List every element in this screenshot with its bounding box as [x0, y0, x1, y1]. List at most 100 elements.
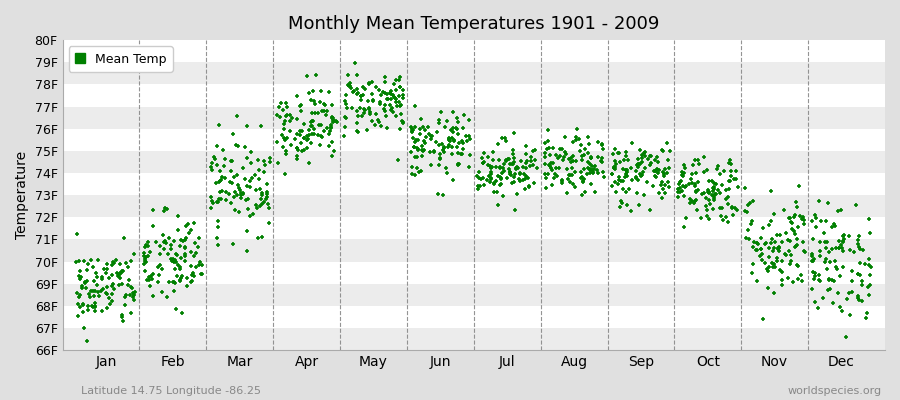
- Point: [577, 176, 591, 182]
- Point: [570, 126, 584, 132]
- Point: [252, 167, 266, 173]
- Point: [635, 169, 650, 176]
- Point: [853, 246, 868, 252]
- Point: [417, 138, 431, 144]
- Point: [146, 223, 160, 230]
- Point: [692, 160, 706, 167]
- Point: [790, 224, 805, 230]
- Point: [393, 102, 408, 108]
- Point: [167, 280, 182, 287]
- Point: [502, 156, 517, 163]
- Point: [481, 162, 495, 168]
- Point: [835, 264, 850, 270]
- Point: [251, 157, 266, 164]
- Point: [112, 273, 126, 279]
- Point: [364, 118, 379, 124]
- Point: [545, 144, 560, 151]
- Point: [325, 114, 339, 120]
- Point: [314, 133, 328, 139]
- Point: [621, 157, 635, 164]
- Point: [678, 169, 692, 176]
- Point: [549, 164, 563, 171]
- Bar: [62, 106, 885, 129]
- Point: [292, 132, 307, 138]
- Point: [95, 308, 110, 314]
- Point: [86, 288, 101, 295]
- Point: [490, 189, 504, 195]
- Point: [383, 88, 398, 94]
- Point: [706, 185, 721, 191]
- Point: [293, 102, 308, 109]
- Point: [851, 270, 866, 277]
- Point: [673, 178, 688, 184]
- Point: [636, 150, 651, 156]
- Point: [250, 235, 265, 242]
- Point: [559, 151, 573, 157]
- Point: [276, 107, 291, 114]
- Point: [503, 169, 517, 175]
- Point: [573, 168, 588, 175]
- Point: [608, 146, 622, 152]
- Point: [716, 205, 730, 211]
- Point: [587, 166, 601, 172]
- Point: [472, 169, 486, 176]
- Point: [750, 247, 764, 253]
- Point: [410, 144, 424, 151]
- Point: [518, 176, 533, 182]
- Point: [442, 135, 456, 141]
- Point: [740, 209, 754, 215]
- Point: [119, 260, 133, 266]
- Point: [109, 257, 123, 264]
- Point: [738, 208, 752, 214]
- Point: [724, 204, 739, 211]
- Point: [491, 140, 505, 147]
- Point: [177, 244, 192, 250]
- Point: [826, 220, 841, 227]
- Point: [710, 165, 724, 172]
- Point: [756, 224, 770, 231]
- Point: [251, 176, 266, 182]
- Point: [184, 227, 198, 234]
- Point: [662, 165, 676, 172]
- Point: [248, 171, 262, 178]
- Point: [188, 240, 202, 246]
- Point: [432, 142, 446, 148]
- Point: [797, 249, 812, 256]
- Point: [853, 260, 868, 267]
- Point: [813, 239, 827, 245]
- Point: [632, 161, 646, 167]
- Point: [347, 60, 362, 66]
- Point: [577, 166, 591, 172]
- Point: [174, 237, 188, 244]
- Point: [508, 170, 522, 177]
- Point: [584, 180, 598, 187]
- Point: [850, 237, 865, 243]
- Point: [302, 90, 316, 96]
- Point: [158, 238, 173, 245]
- Point: [123, 257, 138, 264]
- Point: [770, 232, 785, 238]
- Point: [210, 180, 224, 186]
- Point: [762, 264, 777, 270]
- Point: [608, 178, 622, 185]
- Point: [673, 189, 688, 195]
- Point: [644, 160, 658, 166]
- Point: [302, 131, 317, 138]
- Point: [863, 282, 878, 289]
- Point: [760, 266, 774, 272]
- Point: [216, 147, 230, 153]
- Point: [649, 168, 663, 174]
- Point: [414, 116, 428, 122]
- Point: [178, 245, 193, 252]
- Point: [610, 150, 625, 156]
- Point: [374, 92, 388, 99]
- Point: [451, 162, 465, 169]
- Point: [759, 240, 773, 246]
- Point: [688, 198, 703, 204]
- Point: [319, 112, 333, 118]
- Point: [415, 142, 429, 149]
- Point: [741, 227, 755, 233]
- Bar: [62, 40, 885, 62]
- Point: [493, 182, 508, 189]
- Point: [218, 174, 232, 181]
